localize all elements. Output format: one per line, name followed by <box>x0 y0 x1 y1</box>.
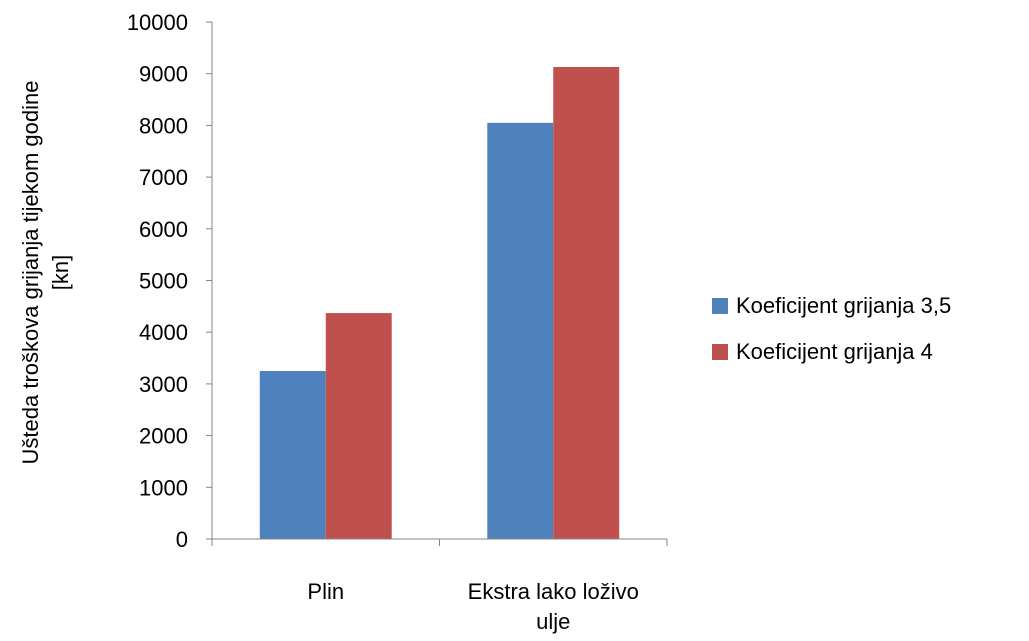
legend-item-series-1: Koeficijent grijanja 3,5 <box>712 291 951 321</box>
bar-series-2-cat-1 <box>325 313 392 539</box>
category-labels: Plin Ekstra lako loživo ulje <box>307 579 638 634</box>
bar-series-2-cat-2 <box>553 66 620 539</box>
y-axis-title: Ušteda troškova grijanja tijekom godine[… <box>18 81 73 465</box>
legend-item-series-2: Koeficijent grijanja 4 <box>712 337 951 367</box>
y-tick-label: 10000 <box>127 10 188 35</box>
y-tick-label: 0 <box>176 527 188 552</box>
y-tick-label: 5000 <box>139 269 188 294</box>
x-category-label: Plin <box>307 579 344 604</box>
legend-label-series-1: Koeficijent grijanja 3,5 <box>736 293 952 318</box>
legend-swatch-series-2 <box>712 344 728 360</box>
y-tick-label: 3000 <box>139 372 188 397</box>
y-axis-ticks: 0 1000 2000 3000 4000 5000 6000 7000 8000 9000 100… <box>127 10 188 552</box>
y-tick-label: 6000 <box>139 217 188 242</box>
bar-series-1-cat-2 <box>487 122 554 539</box>
y-tick-label: 9000 <box>139 62 188 87</box>
legend: Koeficijent grijanja 3,5 Koeficijent gri… <box>712 291 951 383</box>
x-category-label: Ekstra lako loživo ulje <box>468 579 639 634</box>
axes <box>206 21 668 546</box>
legend-swatch-series-1 <box>712 298 728 314</box>
y-tick-label: 1000 <box>139 475 188 500</box>
legend-label-series-2: Koeficijent grijanja 4 <box>736 339 933 364</box>
y-tick-label: 7000 <box>139 165 188 190</box>
y-axis-title-text: Ušteda troškova grijanja tijekom godine[… <box>18 81 73 465</box>
bar-series-1-cat-1 <box>259 370 326 539</box>
y-tick-label: 8000 <box>139 113 188 138</box>
y-tick-label: 4000 <box>139 320 188 345</box>
bars <box>259 66 620 539</box>
y-tick-label: 2000 <box>139 424 188 449</box>
